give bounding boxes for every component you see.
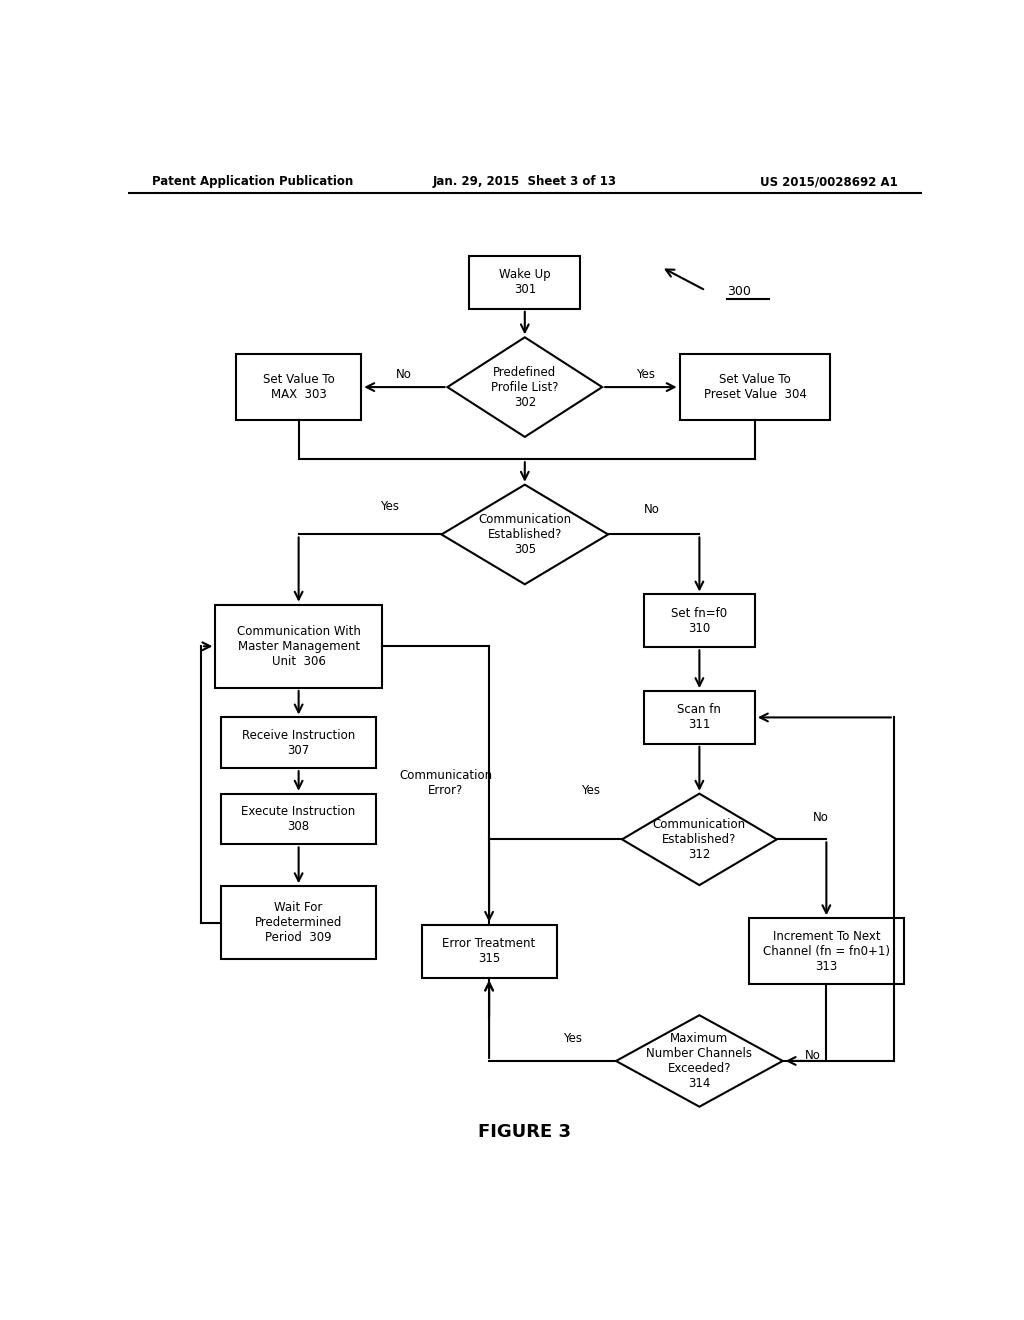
Bar [422,925,557,978]
Text: Scan fn
311: Scan fn 311 [678,704,721,731]
Polygon shape [616,1015,782,1106]
Text: Yes: Yes [380,499,399,512]
Bar [749,919,904,985]
Text: Increment To Next
Channel (fn = fn0+1)
313: Increment To Next Channel (fn = fn0+1) 3… [763,929,890,973]
Bar [236,354,361,420]
Polygon shape [622,793,777,886]
Text: Wait For
Predetermined
Period  309: Wait For Predetermined Period 309 [255,902,342,944]
Text: Set Value To
MAX  303: Set Value To MAX 303 [263,374,335,401]
Text: Jan. 29, 2015  Sheet 3 of 13: Jan. 29, 2015 Sheet 3 of 13 [433,176,616,189]
Text: Communication
Established?
305: Communication Established? 305 [478,513,571,556]
Text: 300: 300 [727,285,751,298]
Text: Set fn=f0
310: Set fn=f0 310 [672,607,727,635]
Bar [644,690,755,744]
Text: No: No [396,368,412,381]
Text: Set Value To
Preset Value  304: Set Value To Preset Value 304 [703,374,806,401]
Text: Receive Instruction
307: Receive Instruction 307 [242,729,355,756]
Text: Yes: Yes [581,784,600,797]
Bar [644,594,755,647]
Text: US 2015/0028692 A1: US 2015/0028692 A1 [760,176,898,189]
Text: Predefined
Profile List?
302: Predefined Profile List? 302 [492,366,558,409]
Polygon shape [441,484,608,585]
Text: No: No [644,503,659,516]
Bar [221,718,376,768]
Polygon shape [447,338,602,437]
Text: No: No [805,1049,821,1063]
Text: Communication
Error?: Communication Error? [399,770,492,797]
Text: Yes: Yes [563,1032,582,1045]
Text: Error Treatment
315: Error Treatment 315 [442,937,536,965]
Text: Maximum
Number Channels
Exceeded?
314: Maximum Number Channels Exceeded? 314 [646,1032,753,1090]
Text: Communication With
Master Management
Unit  306: Communication With Master Management Uni… [237,624,360,668]
Bar [221,793,376,845]
Text: Execute Instruction
308: Execute Instruction 308 [242,805,355,833]
Text: Wake Up
301: Wake Up 301 [499,268,551,297]
Bar [469,256,581,309]
Bar [680,354,830,420]
Text: Communication
Established?
312: Communication Established? 312 [653,818,745,861]
Text: FIGURE 3: FIGURE 3 [478,1123,571,1140]
Text: No: No [812,810,828,824]
Bar [215,605,382,688]
Text: Yes: Yes [636,368,655,381]
Bar [221,886,376,960]
Text: Patent Application Publication: Patent Application Publication [152,176,353,189]
